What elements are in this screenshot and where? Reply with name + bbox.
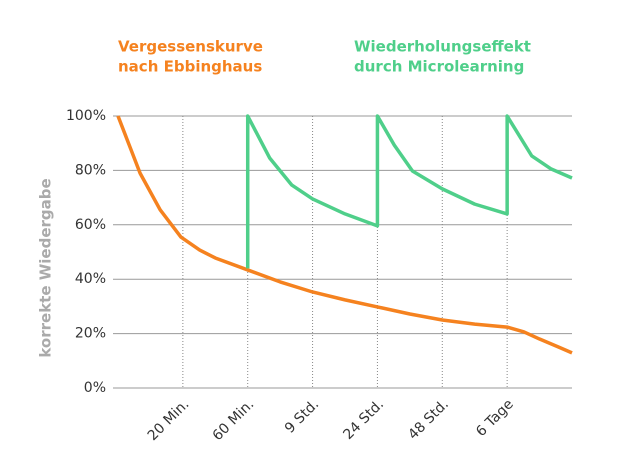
legend-label: Wiederholungseffekt	[354, 38, 531, 56]
x-tick-label: 9 Std.	[282, 396, 322, 436]
legend-label: durch Microlearning	[354, 58, 524, 76]
x-tick-label: 6 Tage	[473, 396, 517, 440]
x-tick-label: 20 Min.	[145, 396, 193, 444]
x-tick-label: 60 Min.	[210, 396, 258, 444]
x-tick-label: 48 Std.	[405, 396, 452, 443]
line	[245, 114, 573, 269]
x-tick-label: 24 Std.	[340, 396, 387, 443]
y-tick-label: 80%	[75, 162, 106, 178]
y-axis-label: korrekte Wiedergabe	[37, 178, 55, 357]
y-tick-label: 20%	[75, 326, 106, 342]
legend-label: nach Ebbinghaus	[118, 58, 262, 76]
y-tick-label: 40%	[75, 271, 106, 287]
legend-label: Vergessenskurve	[118, 38, 263, 56]
y-tick-label: 60%	[75, 217, 106, 233]
line	[116, 115, 573, 355]
y-tick-label: 0%	[84, 380, 106, 396]
y-tick-label: 100%	[66, 108, 106, 124]
